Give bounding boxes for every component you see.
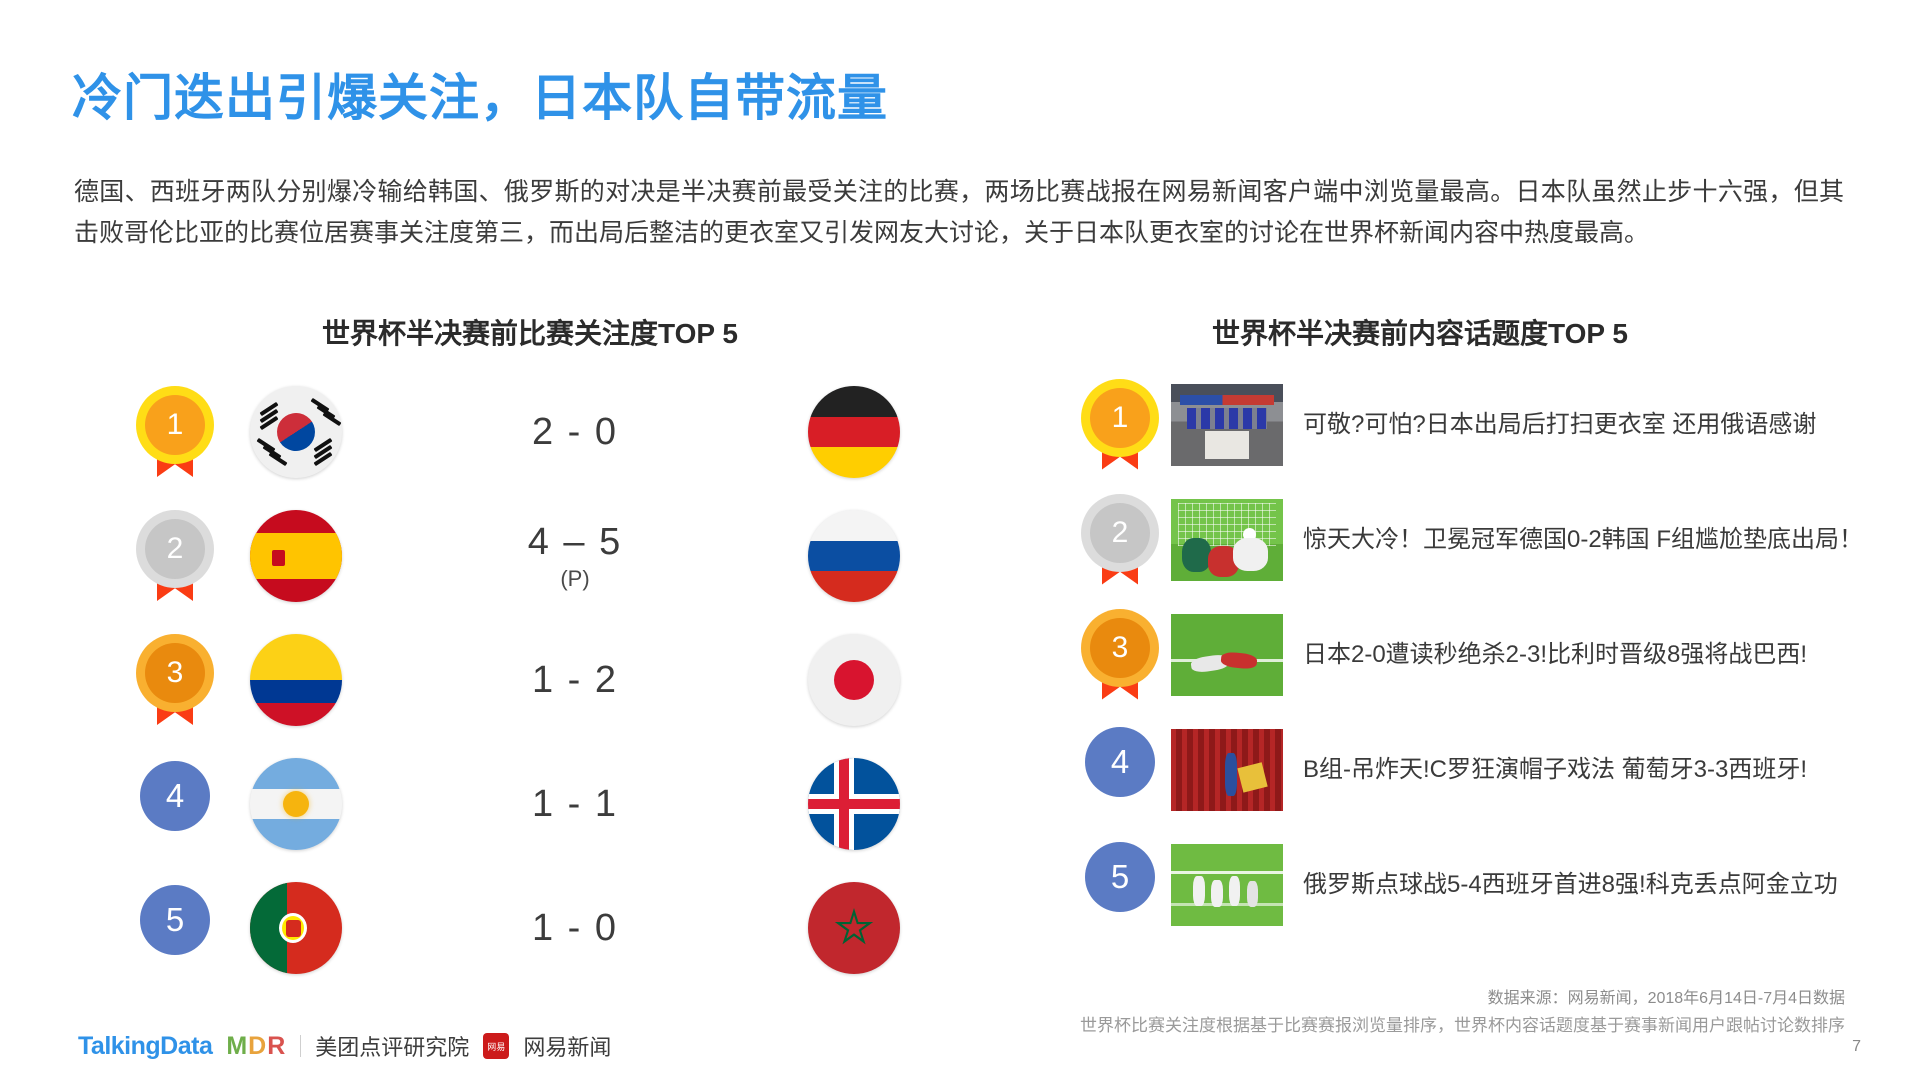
mdr-m: M [226,1031,249,1060]
logo-divider [300,1035,302,1057]
rank-number: 2 [1090,502,1150,563]
score-value: 1 - 1 [531,782,619,825]
score-value: 4 – 5 [527,520,623,563]
footer-logos: TalkingData MDR 美团点评研究院 网易 网易新闻 [78,1030,611,1062]
mdr-r: R [267,1031,287,1060]
rank-badge-3: 3 [1085,612,1155,700]
page-number: 7 [1852,1038,1861,1055]
page-title: 冷门迭出引爆关注，日本队自带流量 [72,70,888,126]
netease-badge-icon: 网易 [483,1033,510,1059]
score-cell: 1 - 1 [342,783,808,826]
topic-row: 2 惊天大冷！卫冕冠军德国0-2韩国 F组尴尬垫底出局！ [1085,487,1885,592]
rank-number: 5 [140,885,210,955]
rank-badge-5: 5 [1085,841,1155,928]
rank-number: 3 [1090,617,1150,678]
topic-row: 4 B组-吊炸天!C罗狂演帽子戏法 葡萄牙3-3西班牙! [1085,717,1885,822]
flag-japan-icon [808,634,900,726]
match-row: 2 4 – 5 (P) [140,496,900,616]
rank-badge-2: 2 [140,513,210,601]
rank-number: 4 [1085,726,1155,797]
rank-number: 4 [140,761,210,831]
topic-headline[interactable]: B组-吊炸天!C罗狂演帽子戏法 葡萄牙3-3西班牙! [1303,755,1808,783]
match-row: 4 1 - 1 [140,744,900,864]
data-source-note: 数据来源：网易新闻，2018年6月14日-7月4日数据 [1487,990,1845,1007]
flag-portugal-icon [250,882,342,974]
score-cell: 1 - 2 [342,659,808,702]
score-note: (P) [560,565,590,591]
topic-row: 3 日本2-0遭读秒绝杀2-3!比利时晋级8强将战巴西! [1085,602,1885,707]
left-section-heading: 世界杯半决赛前比赛关注度TOP 5 [322,318,738,349]
mdr-logo: MDR [226,1032,286,1061]
score-value: 1 - 0 [531,906,619,949]
right-section-heading: 世界杯半决赛前内容话题度TOP 5 [1212,318,1628,349]
rank-badge-3: 3 [140,637,210,725]
rank-badge-1: 1 [1085,382,1155,470]
match-row: 5 1 - 0 [140,868,900,988]
rank-badge-4: 4 [1085,726,1155,813]
rank-number: 2 [145,519,205,579]
rank-number: 1 [1090,387,1150,448]
rank-number: 3 [145,643,205,703]
netease-news-label: 网易新闻 [523,1035,612,1060]
flag-korea-icon [250,386,342,478]
crowd-fans-photo [1171,728,1283,811]
topic-row: 1 可敬?可怕?日本出局后打扫更衣室 还用俄语感谢 [1085,372,1885,477]
goal-save-photo [1171,498,1283,581]
score-cell: 4 – 5 (P) [342,521,808,592]
match-attention-list: 1 2 - 0 2 [140,372,900,992]
topic-headline[interactable]: 俄罗斯点球战5-4西班牙首进8强!科克丢点阿金立功 [1303,870,1838,898]
rank-number: 5 [1085,841,1155,912]
match-row: 3 1 - 2 [140,620,900,740]
topic-headline[interactable]: 可敬?可怕?日本出局后打扫更衣室 还用俄语感谢 [1303,410,1817,438]
topic-heat-list: 1 可敬?可怕?日本出局后打扫更衣室 还用俄语感谢 2 惊天大冷！卫冕冠军德国0… [1085,372,1885,947]
flag-argentina-icon [250,758,342,850]
flag-iceland-icon [808,758,900,850]
rank-badge-4: 4 [140,761,210,847]
methodology-note: 世界杯比赛关注度根据基于比赛赛报浏览量排序，世界杯内容话题度基于赛事新闻用户跟帖… [1080,1016,1845,1035]
talkingdata-logo: TalkingData [78,1031,213,1060]
flag-russia-icon [808,510,900,602]
flag-colombia-icon [250,634,342,726]
lede-paragraph: 德国、西班牙两队分别爆冷输给韩国、俄罗斯的对决是半决赛前最受关注的比赛，两场比赛… [74,178,1844,247]
rank-number: 1 [145,395,205,455]
flag-morocco-icon [808,882,900,974]
meituan-research-label: 美团点评研究院 [315,1035,470,1060]
topic-row: 5 俄罗斯点球战5-4西班牙首进8强!科克丢点阿金立功 [1085,832,1885,937]
pitch-tackle-photo [1171,613,1283,696]
rank-badge-2: 2 [1085,497,1155,585]
flag-spain-icon [250,510,342,602]
rank-badge-1: 1 [140,389,210,477]
celebration-photo [1171,843,1283,926]
locker-room-photo [1171,383,1283,466]
score-cell: 2 - 0 [342,411,808,454]
match-row: 1 2 - 0 [140,372,900,492]
score-cell: 1 - 0 [342,907,808,950]
score-value: 2 - 0 [531,410,619,453]
mdr-d: D [248,1031,268,1060]
topic-headline[interactable]: 日本2-0遭读秒绝杀2-3!比利时晋级8强将战巴西! [1303,640,1808,668]
rank-badge-5: 5 [140,885,210,971]
footnotes: 数据来源：网易新闻，2018年6月14日-7月4日数据 世界杯比赛关注度根据基于… [1080,986,1845,1040]
flag-germany-icon [808,386,900,478]
topic-headline[interactable]: 惊天大冷！卫冕冠军德国0-2韩国 F组尴尬垫底出局！ [1303,525,1864,553]
score-value: 1 - 2 [531,658,619,701]
